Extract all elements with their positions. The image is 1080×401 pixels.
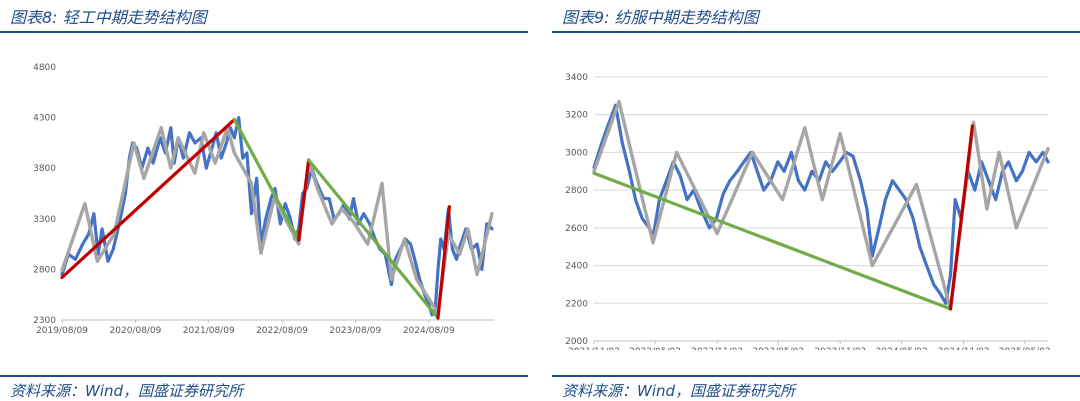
x-tick-label: 2021/11/02 — [568, 347, 620, 350]
x-tick-label: 2024/11/02 — [938, 347, 990, 350]
x-tick-label: 2024/08/09 — [403, 326, 455, 336]
series-line-structure — [592, 99, 1050, 311]
y-tick-label: 2400 — [565, 262, 588, 272]
x-tick-label: 2023/11/02 — [814, 347, 866, 350]
source-divider — [552, 375, 1080, 377]
y-tick-label: 3300 — [33, 215, 56, 225]
y-tick-label: 2300 — [33, 316, 56, 326]
y-tick-label: 3400 — [565, 73, 588, 83]
figure-panel-left: 图表8: 轻工中期走势结构图 2300 2800 3300 3800 4300 4800 2… — [0, 0, 528, 401]
title-divider — [0, 31, 528, 33]
x-tick-label: 2020/08/09 — [110, 326, 162, 336]
series-line-index — [60, 115, 494, 317]
y-tick-label: 3200 — [565, 111, 588, 121]
y-tick-label: 3800 — [33, 164, 56, 174]
y-tick-label: 2800 — [565, 186, 588, 196]
series-line-rise — [60, 117, 236, 280]
series-line-decline — [307, 158, 440, 320]
y-tick-label: 4300 — [33, 114, 56, 124]
series-line-structure — [60, 125, 494, 315]
x-tick-label: 2022/11/02 — [691, 347, 743, 350]
series-line-rise — [948, 124, 974, 311]
figure-title: 图表9: 纺服中期走势结构图 — [562, 8, 759, 27]
chart-light-industry: 2300 2800 3300 3800 4300 4800 2019/08/09 2020/0… — [33, 63, 494, 336]
x-tick-label: 2021/08/09 — [183, 326, 235, 336]
figure-title: 图表8: 轻工中期走势结构图 — [10, 8, 207, 27]
x-tick-label: 2022/08/09 — [256, 326, 308, 336]
y-tick-label: 2200 — [565, 299, 588, 309]
y-tick-label: 2800 — [33, 265, 56, 275]
y-tick-label: 2600 — [565, 224, 588, 234]
x-tick-label: 2023/08/09 — [329, 326, 381, 336]
figure-panel-right: 图表9: 纺服中期走势结构图 2000 2200 2400 2600 2800 3000 3… — [552, 0, 1080, 401]
y-tick-label: 3000 — [565, 148, 588, 158]
chart-textile-apparel: 2000 2200 2400 2600 2800 3000 3200 3400 2021/11/… — [565, 73, 1051, 350]
y-tick-label: 4800 — [33, 63, 56, 73]
source-note: 资料来源：Wind，国盛证券研究所 — [10, 382, 244, 400]
title-divider — [552, 31, 1080, 33]
series-line-rise — [436, 205, 451, 320]
series-line-decline — [592, 171, 953, 311]
x-tick-label: 2024/05/02 — [876, 347, 928, 350]
series-line-index — [592, 103, 1050, 305]
y-tick-label: 2000 — [565, 337, 588, 347]
x-tick-label: 2023/05/02 — [752, 347, 804, 350]
source-divider — [0, 375, 528, 377]
x-tick-label: 2019/08/09 — [36, 326, 88, 336]
series-line-decline — [232, 117, 301, 242]
series-line-rise — [297, 158, 311, 242]
x-tick-label: 2022/05/02 — [629, 347, 681, 350]
x-tick-label: 2025/05/02 — [999, 347, 1051, 350]
source-note: 资料来源：Wind，国盛证券研究所 — [562, 382, 796, 400]
